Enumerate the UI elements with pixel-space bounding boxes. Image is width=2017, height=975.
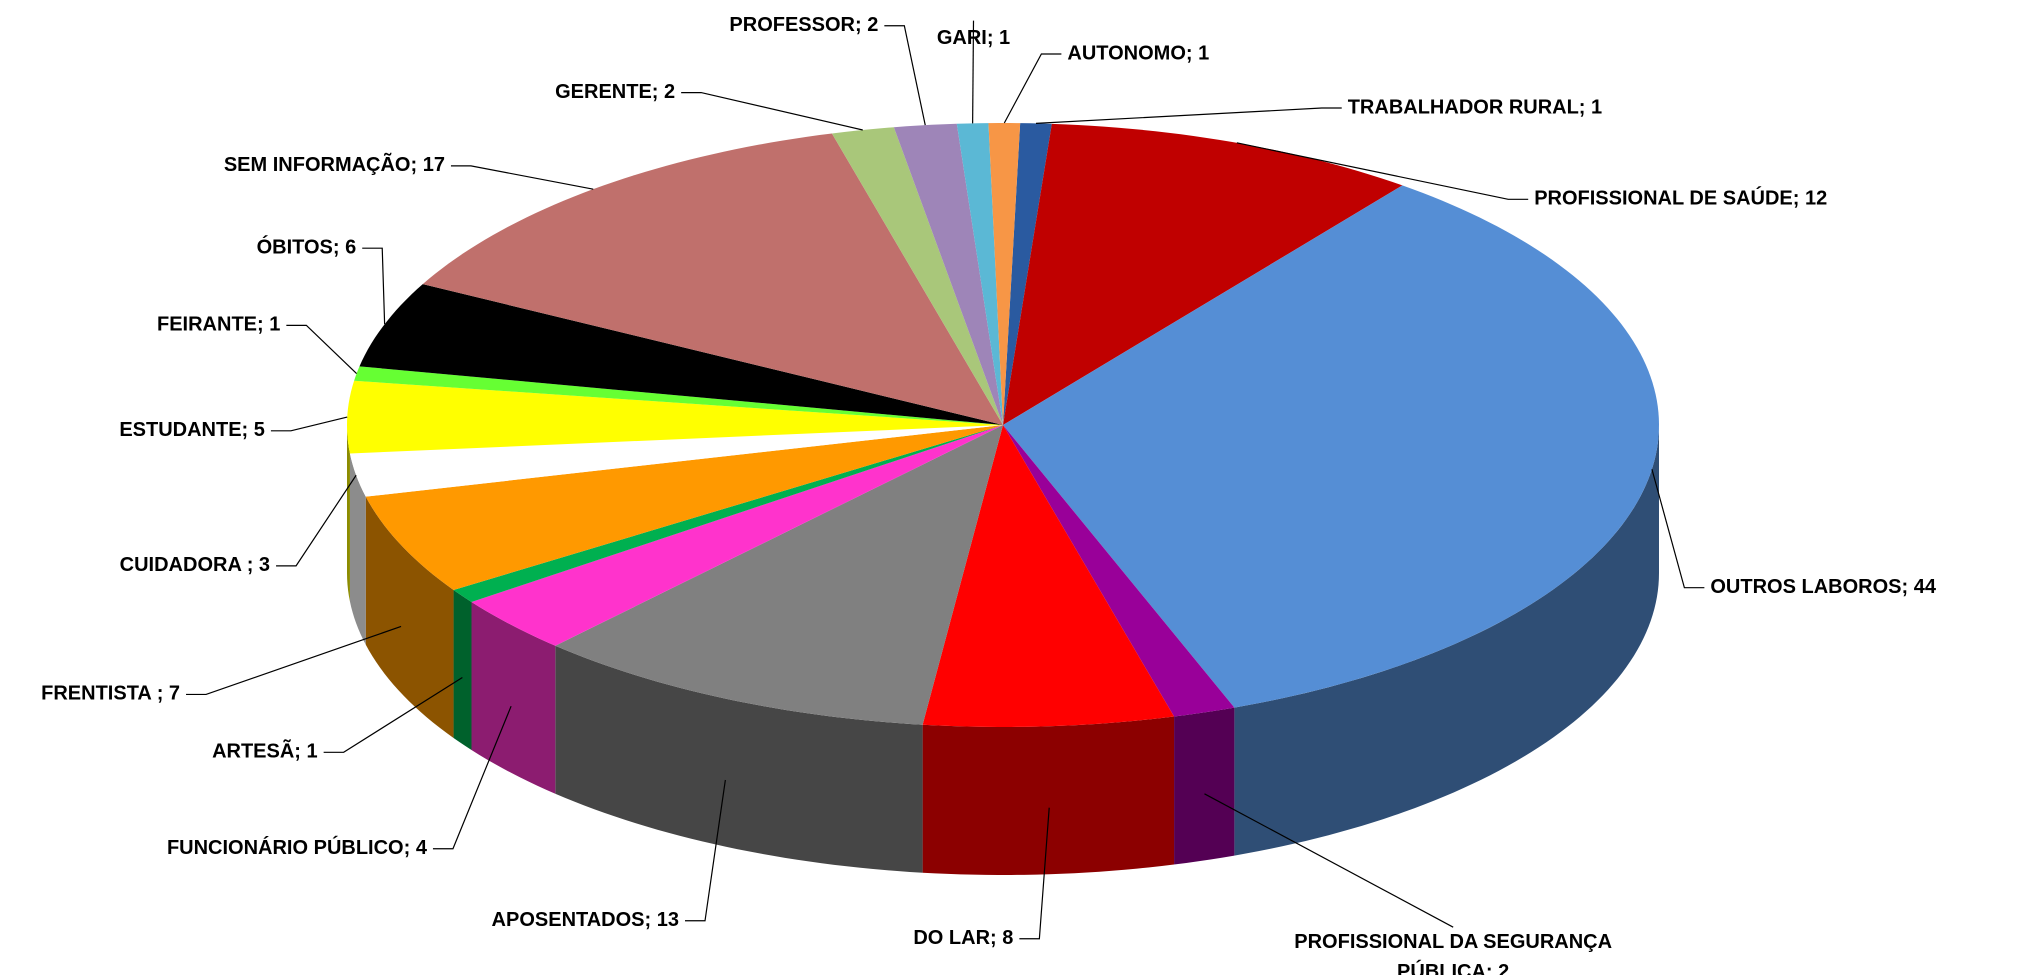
slice (349, 425, 1003, 497)
slice-side (471, 602, 556, 794)
leader-line (1019, 807, 1050, 940)
slice (347, 380, 1003, 454)
data-label: PROFISSIONAL DE SAÚDE; 12 (1534, 186, 1827, 210)
leader-line (186, 625, 402, 696)
slice (1003, 185, 1659, 708)
leader-line (1651, 469, 1705, 589)
data-label: PROFESSOR; 2 (729, 14, 878, 36)
leader-line (276, 474, 357, 567)
slice (365, 425, 1003, 590)
data-label: TRABALHADOR RURAL; 1 (1348, 96, 1602, 118)
leader-line (362, 247, 386, 325)
data-label: AUTONOMO; 1 (1067, 42, 1209, 64)
slice-side (365, 496, 454, 738)
data-label: ESTUDANTE; 5 (119, 419, 265, 441)
slice (1003, 123, 1052, 425)
data-label: FRENTISTA ; 7 (41, 683, 180, 705)
slice-side (922, 716, 1175, 875)
data-label: SEM INFORMAÇÃO; 17 (224, 153, 445, 176)
slice-side (555, 645, 923, 873)
slice (956, 123, 1003, 425)
data-label: ÓBITOS; 6 (257, 234, 357, 258)
leader-line (681, 91, 863, 131)
slice (1003, 425, 1235, 717)
leader-line (972, 20, 975, 124)
slice (893, 123, 1003, 425)
data-label: DO LAR; 8 (913, 927, 1013, 949)
data-label-box: PROFISSIONAL DA SEGURANÇA PÚBLICA; 2 (1294, 931, 1613, 975)
data-label: FEIRANTE; 1 (157, 314, 280, 336)
leader-line (685, 779, 726, 922)
slice (988, 123, 1021, 426)
slice-side (347, 425, 350, 602)
data-label: OUTROS LABOROS; 44 (1710, 576, 1936, 598)
data-label: CUIDADORA ; 3 (120, 554, 270, 576)
data-label: GERENTE; 2 (555, 81, 675, 103)
data-label: APOSENTADOS; 13 (492, 909, 679, 931)
slice (359, 284, 1003, 425)
slice (471, 425, 1004, 646)
leader-line (450, 165, 594, 190)
leader-line (1204, 793, 1454, 928)
slice (831, 127, 1003, 426)
slice-side (453, 589, 472, 751)
slice (354, 366, 1003, 425)
slice-side (1174, 707, 1235, 865)
slice (555, 425, 1003, 725)
slice (422, 133, 1003, 425)
leader-line (1236, 142, 1529, 200)
leader-line (1003, 53, 1062, 124)
data-label: GARI; 1 (937, 27, 1010, 49)
data-label: FUNCIONÁRIO PÚBLICO; 4 (167, 835, 428, 859)
data-label: PROFISSIONAL DA SEGURANÇA PÚBLICA; 2 (1294, 931, 1613, 975)
leader-line (432, 705, 512, 850)
slice (1003, 123, 1403, 425)
slice-side (349, 453, 366, 645)
leader-line (286, 324, 358, 374)
leader-line (884, 25, 926, 126)
slice (453, 425, 1003, 603)
slice-side (1234, 425, 1659, 856)
slice (922, 425, 1175, 727)
leader-line (1035, 107, 1342, 124)
leader-line (270, 416, 348, 432)
leader-line (323, 676, 463, 753)
data-label: ARTESÃ; 1 (212, 740, 318, 763)
